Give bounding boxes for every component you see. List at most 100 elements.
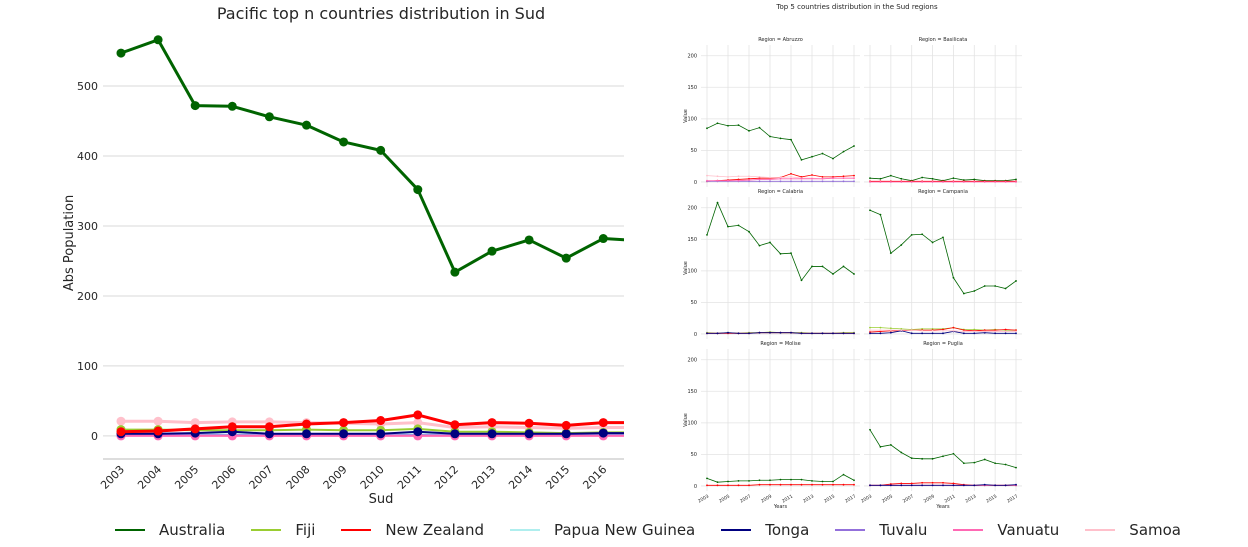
facet-data-point [889, 252, 892, 255]
facet-data-point [962, 330, 965, 333]
legend-item: Papua New Guinea [509, 521, 695, 539]
facet-data-point [869, 484, 871, 487]
facet-data-point [800, 332, 803, 335]
facet-data-point [1015, 329, 1017, 332]
data-point [413, 427, 423, 437]
facet-data-point [900, 451, 903, 454]
facet-data-point [973, 330, 976, 333]
facet-data-point [1015, 483, 1017, 486]
facet-data-point [758, 180, 761, 183]
data-point [264, 112, 274, 122]
facet-data-point [910, 332, 913, 335]
facet-data-point [769, 180, 771, 183]
facet-data-point [853, 180, 855, 183]
main-x-tick-label: 2006 [209, 463, 238, 492]
data-point [636, 431, 645, 440]
facet-data-point [983, 331, 986, 334]
facet-data-point [821, 480, 824, 483]
facet-data-point [962, 462, 965, 465]
facet-data-point [769, 483, 771, 486]
facet-data-point [931, 328, 934, 330]
facet-data-point [821, 483, 824, 486]
facet-data-point [973, 332, 976, 335]
facet-data-point [931, 181, 934, 183]
facet-data-point [832, 480, 834, 483]
main-x-tick-label: 2016 [580, 463, 609, 492]
facet-data-point [931, 329, 934, 332]
facet-data-point [1015, 181, 1017, 183]
data-point [636, 423, 645, 432]
facet-data-point [811, 480, 813, 482]
facet-data-point [811, 265, 813, 268]
data-point [190, 418, 200, 428]
facet-data-point [931, 457, 934, 460]
facet-data-point [973, 181, 976, 183]
main-x-tick-label: 2011 [395, 463, 424, 492]
facet-y-tick-label: 150 [687, 389, 697, 395]
facet-data-point [900, 328, 903, 330]
legend: Australia Fiji New Zealand Papua New Guinea… [115, 519, 1207, 541]
facet-data-point [842, 473, 845, 476]
facet-data-point [821, 177, 824, 180]
facet-data-point [727, 331, 729, 334]
facet-data-point [952, 482, 955, 485]
facet-data-point [769, 331, 771, 334]
facet-x-axis-label: Years [935, 504, 950, 510]
facet-data-point [921, 484, 924, 487]
facet-series-line [869, 209, 1017, 295]
facet-data-point [983, 329, 986, 332]
facet-data-point [716, 484, 719, 487]
data-point [636, 428, 645, 437]
facet-x-tick-label: 2013 [802, 493, 815, 504]
data-point [413, 185, 423, 195]
legend-swatch [115, 529, 145, 531]
facet-data-point [716, 179, 719, 182]
facet-data-point [758, 479, 761, 482]
series-new-zealand [116, 410, 645, 437]
facet-data-point [994, 462, 997, 465]
facet-data-point [832, 157, 834, 160]
facet-data-point [800, 180, 803, 183]
facet-data-point [879, 326, 882, 329]
facet-data-point [821, 265, 824, 268]
facet-data-point [1004, 463, 1007, 466]
data-point [636, 430, 645, 439]
main-y-tick-label: 300 [77, 220, 98, 233]
facet-data-point [900, 244, 903, 246]
main-y-tick-label: 100 [77, 360, 98, 373]
facet-data-point [1004, 330, 1007, 333]
data-point [561, 253, 571, 263]
facet-series-australia [869, 428, 1017, 469]
facet-data-point [758, 178, 761, 181]
facet-y-axis-label: Value [683, 109, 689, 123]
facet-data-point [758, 176, 761, 178]
facet-data-point [983, 483, 986, 486]
facet-data-point [1004, 181, 1007, 183]
facet-data-point [900, 482, 903, 485]
main-x-tick-label: 2008 [284, 463, 313, 492]
facet-data-point [921, 328, 924, 330]
facet-data-point [800, 483, 803, 486]
facet-data-point [1004, 287, 1007, 290]
facet-data-point [900, 181, 903, 183]
facet-data-point [737, 480, 740, 482]
facet-data-point [869, 428, 871, 431]
facet-data-point [1015, 280, 1017, 282]
data-point [153, 35, 163, 45]
facet-data-point [779, 483, 782, 486]
facet-data-point [811, 174, 813, 176]
facet-data-point [737, 178, 740, 181]
facet-data-point [758, 177, 761, 180]
facet-data-point [748, 480, 750, 482]
facet-data-point [1004, 332, 1007, 335]
facet-data-point [758, 331, 761, 334]
facet-data-point [962, 179, 965, 181]
facet-data-point [842, 483, 845, 486]
facet-y-axis-label: Value [683, 413, 689, 427]
facet-data-point [779, 331, 782, 334]
facet-data-point [716, 122, 719, 125]
facet-data-point [1004, 328, 1007, 331]
data-point [636, 418, 645, 427]
facet-data-point [942, 484, 944, 487]
facet-y-tick-label: 50 [691, 148, 697, 154]
